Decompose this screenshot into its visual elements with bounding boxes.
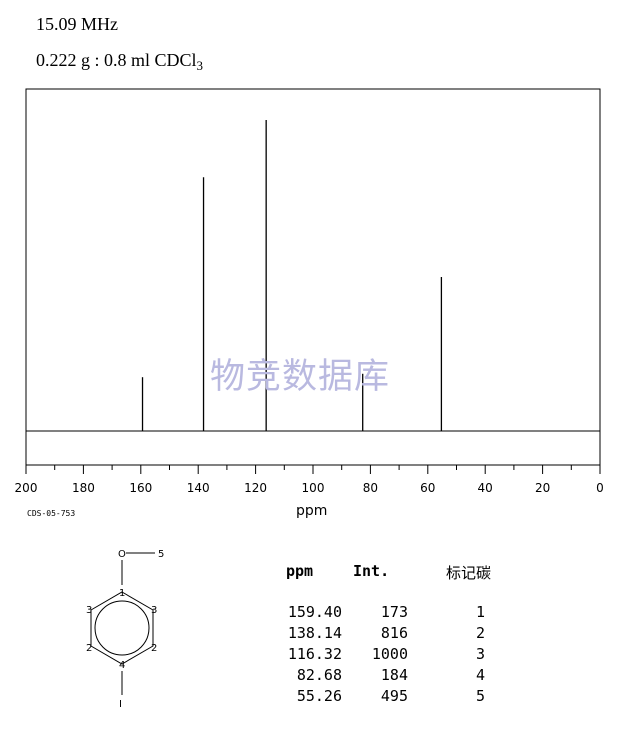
x-tick-label: 20	[535, 481, 550, 495]
cell-ppm: 138.14	[287, 624, 342, 642]
cell-carbon: 5	[475, 687, 485, 705]
cell-ppm: 116.32	[287, 645, 342, 663]
carbon-3-right-label: 3	[151, 605, 157, 616]
col-header-int: Int.	[353, 562, 390, 580]
cell-int: 173	[380, 603, 408, 621]
cell-carbon: 2	[475, 624, 485, 642]
benzene-ring	[90, 591, 154, 665]
aromatic-circle	[94, 600, 150, 656]
carbon-4-label: 4	[119, 660, 125, 671]
col-header-ppm: ppm	[286, 562, 314, 580]
sample-subscript: 3	[196, 58, 204, 73]
x-tick-label: 180	[72, 481, 95, 495]
cell-int: 495	[380, 687, 408, 705]
cell-carbon: 4	[475, 666, 485, 684]
cell-carbon: 1	[475, 603, 485, 621]
x-tick-label: 40	[478, 481, 493, 495]
carbon-2-right-label: 2	[151, 643, 157, 654]
x-tick-label: 120	[244, 481, 267, 495]
x-tick-label: 100	[302, 481, 325, 495]
sample-label: 0.222 g : 0.8 ml CDCl3	[36, 50, 203, 74]
sample-text: 0.222 g : 0.8 ml CDCl	[36, 50, 197, 70]
cell-int: 184	[380, 666, 408, 684]
iodine-label: I	[119, 699, 122, 710]
methyl-label: 5	[158, 549, 164, 560]
cell-ppm: 159.40	[287, 603, 342, 621]
x-tick-label: 80	[363, 481, 378, 495]
carbon-1-label: 1	[119, 588, 125, 599]
cell-ppm: 55.26	[296, 687, 342, 705]
oxygen-label: O	[118, 549, 126, 560]
cell-ppm: 82.68	[296, 666, 342, 684]
cell-carbon: 3	[475, 645, 485, 663]
x-tick-label: 160	[129, 481, 152, 495]
catalog-code: CDS-05-753	[27, 509, 76, 518]
x-axis-label: ppm	[296, 503, 328, 519]
carbon-3-left-label: 3	[86, 605, 92, 616]
x-tick-label: 60	[420, 481, 435, 495]
watermark: 物竞数据库	[210, 357, 391, 397]
cell-int: 1000	[371, 645, 408, 663]
x-tick-label: 200	[15, 481, 38, 495]
x-tick-label: 0	[596, 481, 604, 495]
cell-int: 816	[380, 624, 408, 642]
carbon-2-left-label: 2	[86, 643, 92, 654]
x-tick-label: 140	[187, 481, 210, 495]
col-header-carbon: 标记碳	[446, 564, 492, 582]
frequency-label: 15.09 MHz	[36, 14, 118, 34]
